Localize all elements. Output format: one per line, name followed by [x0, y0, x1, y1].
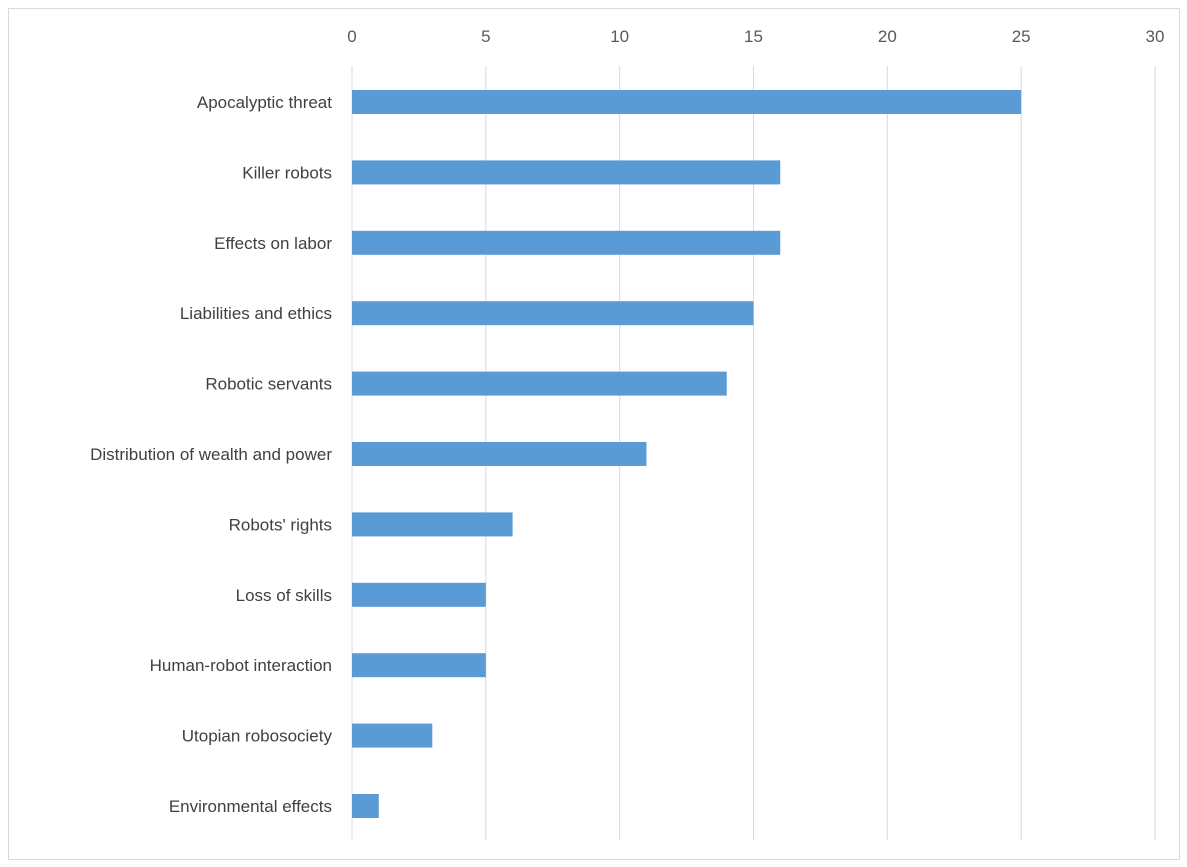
- bar: [352, 653, 486, 678]
- bar: [352, 442, 647, 466]
- bars: [352, 90, 1022, 818]
- category-label: Utopian robosociety: [182, 727, 333, 746]
- x-tick-label: 20: [878, 27, 897, 46]
- category-label: Distribution of wealth and power: [90, 445, 332, 464]
- x-tick-label: 5: [481, 27, 490, 46]
- bar: [352, 582, 486, 607]
- bar: [352, 90, 1022, 114]
- category-label: Apocalyptic threat: [197, 93, 332, 112]
- bar: [352, 160, 781, 185]
- gridlines: [351, 66, 1156, 840]
- category-label: Killer robots: [242, 163, 332, 182]
- category-label: Environmental effects: [169, 797, 332, 816]
- bar: [352, 301, 754, 326]
- category-label: Robotic servants: [205, 375, 332, 394]
- chart-frame: [8, 8, 1180, 860]
- bar: [352, 371, 727, 396]
- category-label: Effects on labor: [214, 234, 332, 253]
- x-axis-tick-labels: 0 5 10 15 20 25 30: [347, 27, 1164, 46]
- bar: [352, 794, 379, 818]
- category-label: Robots' rights: [229, 515, 332, 534]
- x-tick-label: 15: [744, 27, 763, 46]
- category-label: Loss of skills: [236, 586, 332, 605]
- category-label: Liabilities and ethics: [180, 304, 332, 323]
- bar: [352, 723, 433, 748]
- x-tick-label: 25: [1012, 27, 1031, 46]
- x-tick-label: 10: [610, 27, 629, 46]
- x-tick-label: 0: [347, 27, 356, 46]
- bar: [352, 230, 781, 255]
- category-label: Human-robot interaction: [150, 656, 332, 675]
- x-tick-label: 30: [1146, 27, 1165, 46]
- bar: [352, 512, 513, 537]
- category-labels: Apocalyptic threat Killer robots Effects o…: [90, 93, 332, 816]
